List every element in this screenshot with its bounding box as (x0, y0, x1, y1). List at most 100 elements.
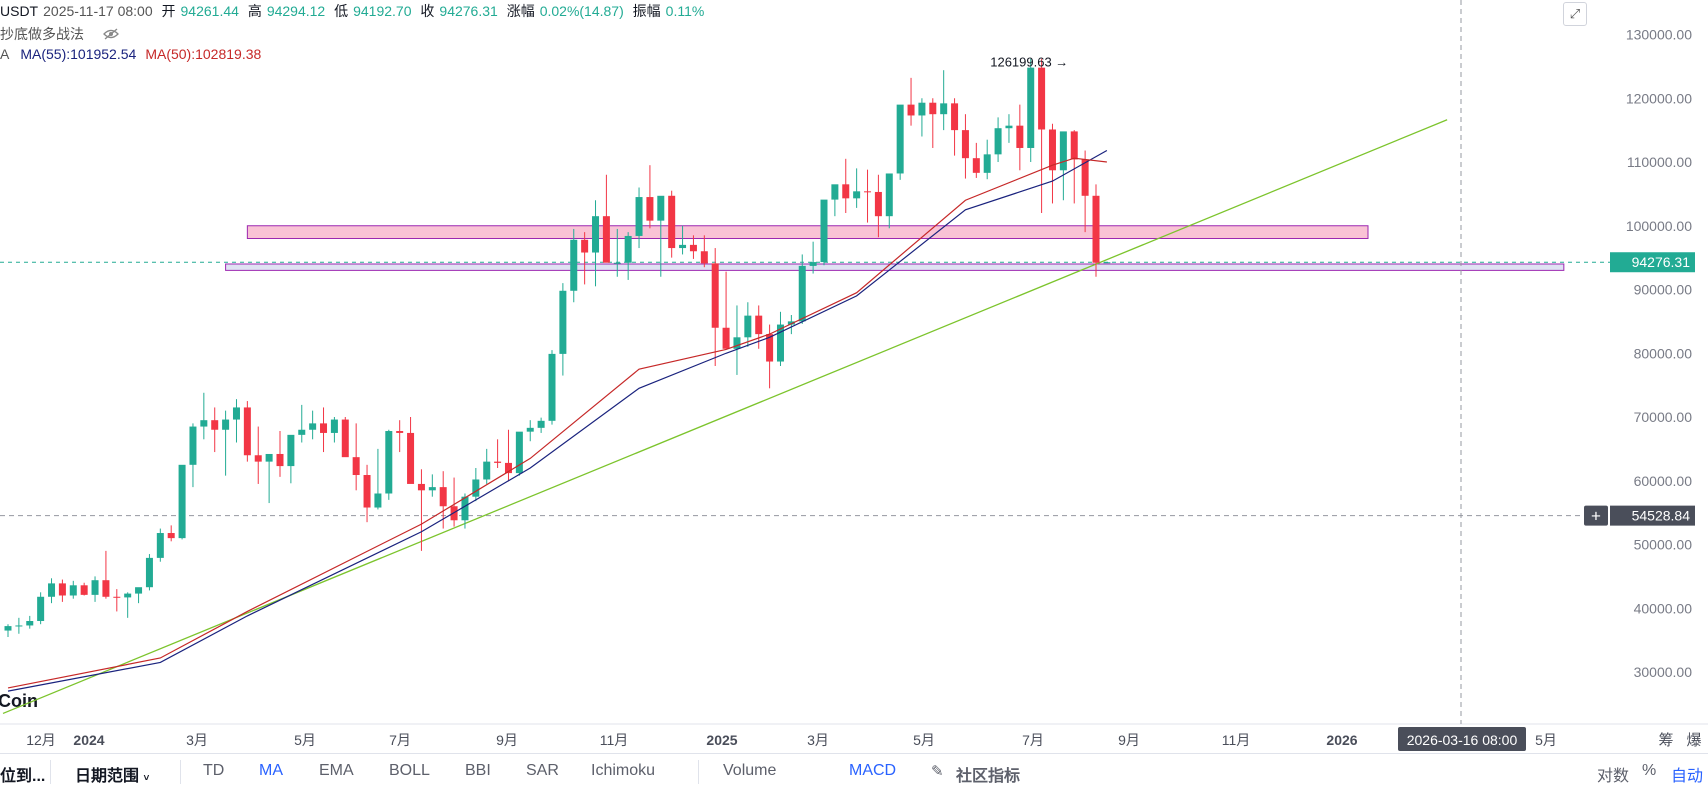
eye-hidden-icon[interactable] (102, 28, 119, 40)
candle (798, 254, 806, 324)
candle-body (37, 596, 45, 621)
candle-body (276, 453, 284, 467)
candle (1081, 150, 1089, 233)
edit-icon[interactable]: ✎ (931, 763, 944, 780)
price-tick-label: 100000.00 (1626, 218, 1692, 234)
candle (265, 453, 273, 504)
candle-body (48, 583, 56, 597)
candle (831, 184, 839, 217)
candle (972, 142, 980, 178)
indicator-volume[interactable]: Volume (723, 762, 777, 779)
candle-body (58, 583, 66, 596)
candle (907, 77, 915, 126)
candle-body (776, 324, 784, 362)
date-range-button[interactable]: 日期范围 ˅ (75, 762, 149, 786)
candle (929, 98, 937, 148)
candle-body (624, 235, 632, 263)
change-value: 0.02%(14.87) (539, 3, 624, 19)
crosshair-price-badge (1610, 505, 1695, 526)
candle (298, 404, 306, 443)
fullscreen-button[interactable]: ⤢ (1563, 2, 1587, 26)
candle-body (918, 102, 926, 116)
indicator-ichimoku[interactable]: Ichimoku (591, 762, 656, 779)
candle-body (1092, 195, 1100, 263)
crosshair-date-label: 2026-03-16 08:00 (1407, 732, 1518, 748)
indicator-boll[interactable]: BOLL (389, 762, 430, 779)
candle (722, 271, 730, 349)
candle (700, 235, 708, 268)
log-scale-toggle[interactable]: 对数 (1597, 768, 1630, 785)
candle (113, 589, 121, 612)
price-tick-label: 80000.00 (1634, 345, 1693, 361)
time-tick-label: 5月 (294, 732, 316, 748)
candle (211, 407, 219, 453)
candle-body (961, 130, 969, 159)
indicator-ema[interactable]: EMA (319, 762, 354, 779)
candle (145, 554, 153, 591)
candle-body (537, 420, 545, 428)
candle (287, 434, 295, 484)
candle-body (896, 104, 904, 174)
candle-body (635, 197, 643, 236)
indicator-sar[interactable]: SAR (526, 762, 559, 779)
candle (526, 420, 534, 442)
candle-body (4, 626, 12, 631)
candle-body (733, 337, 741, 349)
candle-body (787, 321, 795, 325)
candle-body (200, 420, 208, 427)
ohlc-header: USDT 2025-11-17 08:00 开 94261.44 高 94294.12… (0, 1, 709, 21)
indicator-bbi[interactable]: BBI (465, 762, 491, 779)
indicator-macd[interactable]: MACD (849, 762, 897, 779)
candle (102, 550, 110, 599)
price-chart[interactable]: Coin 126199.63 → 130000.00 120000.00 110000.… (0, 0, 1708, 753)
candle (254, 426, 262, 484)
candle-body (298, 429, 306, 435)
goto-date-button[interactable]: 位到... (0, 768, 46, 785)
symbol-label: USDT (0, 3, 39, 19)
candle (58, 579, 66, 602)
candle (407, 417, 415, 484)
price-tick-label: 60000.00 (1634, 473, 1693, 489)
candle-body (1048, 129, 1056, 171)
candle (1092, 184, 1100, 277)
candle-body (700, 251, 708, 264)
candle-body (407, 432, 415, 484)
candle (4, 624, 12, 637)
candle-body (885, 173, 893, 217)
candle-body (265, 453, 273, 462)
candle-body (972, 158, 980, 173)
candle-body (287, 434, 295, 467)
candle (1027, 58, 1035, 162)
candle-body (613, 262, 621, 264)
candle-body (1038, 67, 1046, 130)
candle-body (853, 191, 861, 199)
candle (864, 169, 872, 223)
candle-body (548, 353, 556, 421)
plus-icon: + (1591, 507, 1601, 526)
candle (276, 431, 284, 477)
time-tick-label: 3月 (807, 732, 829, 748)
percent-scale-toggle[interactable]: % (1642, 762, 1657, 779)
candle (983, 139, 991, 180)
ma-legend: A MA(55):101952.54 MA(50):102819.38 (0, 46, 266, 62)
candle-body (1070, 131, 1078, 160)
candle (613, 228, 621, 277)
low-value: 94192.70 (353, 3, 412, 19)
candle (1059, 131, 1067, 201)
candle (37, 592, 45, 625)
candle-body (766, 334, 774, 362)
candle-body (156, 533, 164, 558)
auto-scale-toggle[interactable]: 自动 (1671, 768, 1704, 785)
candle-body (1016, 125, 1024, 148)
candle (592, 200, 600, 287)
candle-body (254, 455, 262, 462)
candle-body (602, 216, 610, 263)
candle (494, 439, 502, 468)
candle-body (124, 593, 132, 598)
indicator-ma[interactable]: MA (259, 762, 283, 779)
strategy-name[interactable]: 抄底做多战法 (0, 26, 84, 42)
community-indicators-button[interactable]: 社区指标 (956, 768, 1021, 785)
candle-body (646, 197, 654, 221)
indicator-td[interactable]: TD (203, 762, 225, 779)
time-tick-label: 3月 (186, 732, 208, 748)
